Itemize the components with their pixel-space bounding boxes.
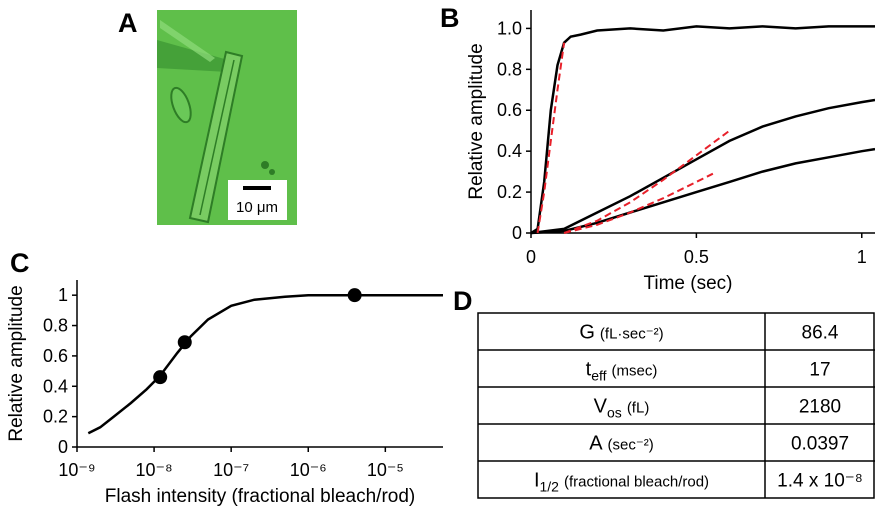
parameter-units: (msec) — [612, 363, 658, 380]
x-tick-label: 10⁻⁹ — [58, 460, 95, 480]
data-line — [530, 147, 875, 235]
table-cell: A (sec⁻²) — [589, 433, 654, 455]
micrograph: 10 μm — [157, 10, 297, 225]
table-cell: Vos (fL) — [594, 396, 650, 421]
y-tick-label: 0 — [512, 223, 522, 243]
y-axis-label: Relative amplitude — [466, 43, 487, 199]
table-cell: G (fL·sec⁻²) — [579, 322, 663, 344]
table-cell: teff (msec) — [586, 359, 658, 384]
parameter-subscript: os — [607, 405, 622, 421]
y-tick-label: 0.6 — [497, 100, 522, 120]
parameter-name: V — [594, 396, 608, 418]
parameter-name: t — [586, 359, 592, 381]
x-tick-label: 0 — [526, 247, 536, 267]
x-tick-label: 10⁻⁶ — [290, 460, 327, 480]
y-tick-label: 0.4 — [43, 376, 68, 396]
x-axis-label: Time (sec) — [643, 273, 732, 294]
y-tick-label: 0.2 — [497, 182, 522, 202]
panel-label: A — [118, 8, 138, 38]
x-tick-label: 0.5 — [684, 247, 709, 267]
x-tick-label: 10⁻⁸ — [136, 460, 173, 480]
y-tick-label: 0.6 — [43, 346, 68, 366]
data-line — [530, 98, 875, 235]
fit-line — [536, 42, 566, 234]
y-axis-label: Relative amplitude — [6, 285, 27, 441]
scale-bar-label: 10 μm — [236, 199, 278, 216]
fit-line — [563, 172, 714, 234]
data-line — [87, 293, 443, 435]
fit-line — [563, 129, 731, 234]
x-tick-label: 10⁻⁵ — [367, 460, 404, 480]
data-point — [177, 335, 192, 350]
table-cell: I1/2 (fractional bleach/rod) — [534, 470, 709, 495]
y-tick-label: 0.8 — [497, 59, 522, 79]
panel-label: B — [440, 3, 460, 33]
parameter-name: I — [534, 470, 540, 492]
parameter-name: A — [589, 433, 603, 455]
table-value: 1.4 x 10⁻⁸ — [777, 471, 863, 492]
parameter-name: G — [579, 322, 595, 344]
table-border — [477, 312, 875, 499]
y-tick-label: 0.2 — [43, 407, 68, 427]
x-tick-label: 1 — [857, 247, 867, 267]
y-tick-label: 1 — [58, 285, 68, 305]
table-value: 17 — [809, 360, 830, 381]
panel-label: C — [10, 248, 30, 278]
table-value: 0.0397 — [791, 434, 849, 455]
data-line — [530, 25, 875, 235]
parameter-subscript: 1/2 — [540, 479, 560, 495]
parameter-units: (sec⁻²) — [608, 437, 654, 454]
parameter-subscript: eff — [591, 368, 606, 384]
y-tick-label: 0 — [58, 437, 68, 457]
y-tick-label: 0.4 — [497, 141, 522, 161]
x-axis-label: Flash intensity (fractional bleach/rod) — [105, 486, 415, 507]
x-tick-label: 10⁻⁷ — [213, 460, 249, 480]
data-point — [347, 288, 362, 303]
data-point — [153, 370, 168, 385]
y-tick-label: 0.8 — [43, 316, 68, 336]
parameter-units: (fractional bleach/rod) — [564, 474, 709, 491]
table-value: 86.4 — [802, 323, 839, 344]
parameter-units: (fL) — [627, 400, 650, 417]
panel-label: D — [453, 286, 473, 316]
y-tick-label: 1.0 — [497, 18, 522, 38]
parameter-units: (fL·sec⁻²) — [600, 326, 664, 343]
table-value: 2180 — [799, 397, 841, 418]
